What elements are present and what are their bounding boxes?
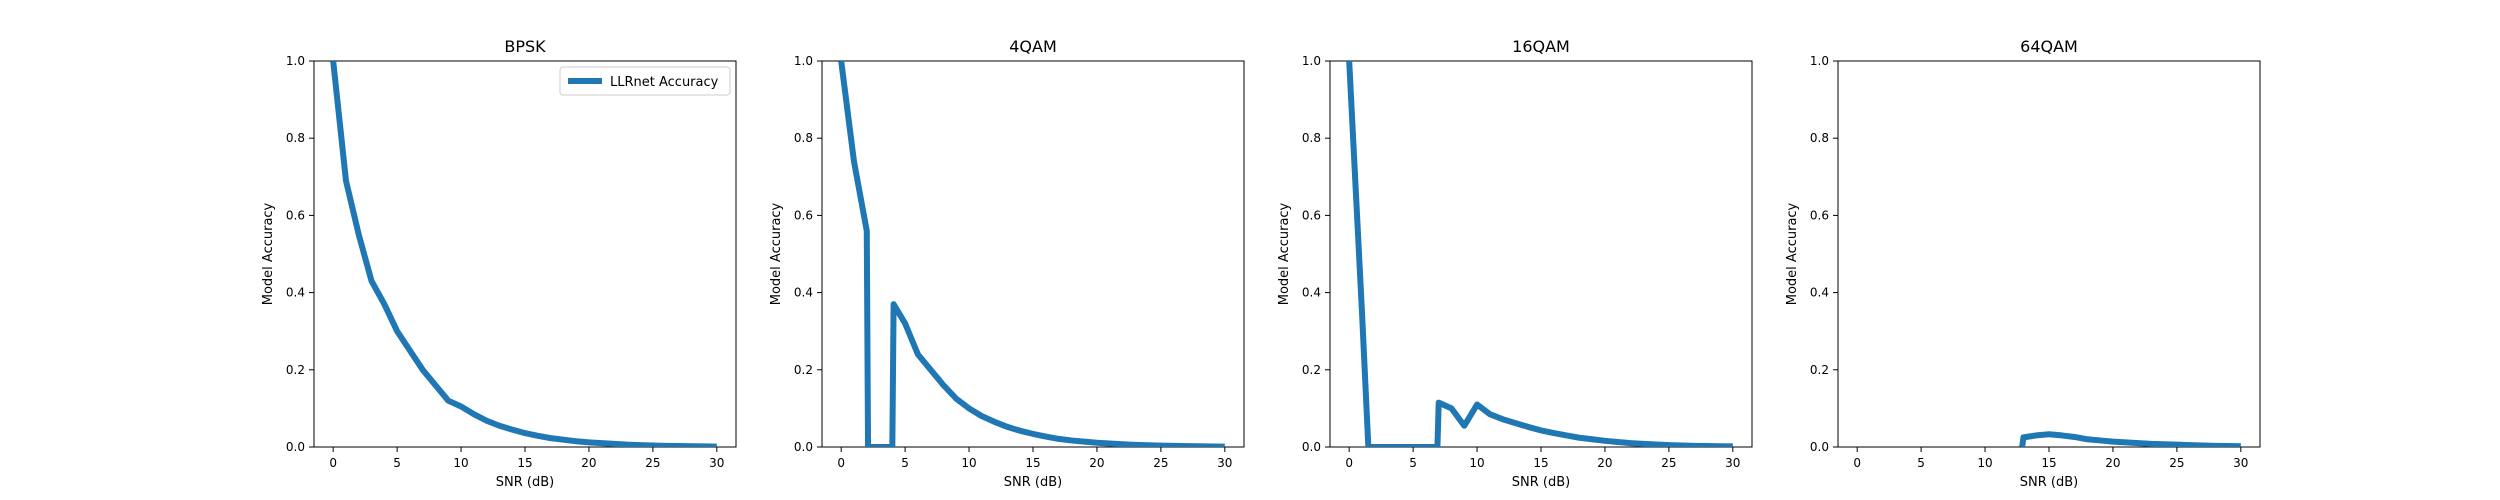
- x-tick-label: 15: [1533, 456, 1548, 470]
- y-tick-label: 1.0: [1302, 54, 1321, 68]
- x-tick-label: 5: [901, 456, 909, 470]
- y-tick-label: 0.6: [286, 208, 305, 222]
- y-tick-label: 0.6: [1302, 208, 1321, 222]
- y-axis-label: Model Accuracy: [1785, 202, 1800, 305]
- x-tick-label: 20: [1597, 456, 1612, 470]
- y-tick-label: 0.0: [1810, 440, 1829, 454]
- chart-panel: 0 5 10 15 20 25 30 0.0 0.2 0.4 0.6 0.8 1.0 16QAM SNR (…: [1277, 37, 1753, 490]
- chart-title: 16QAM: [1512, 37, 1570, 56]
- legend-box: [559, 66, 731, 96]
- x-tick-label: 30: [2233, 456, 2248, 470]
- y-tick-label: 0.8: [794, 131, 813, 145]
- series-line: [330, 61, 717, 447]
- x-tick-label: 15: [1025, 456, 1040, 470]
- y-tick-label: 0.4: [1810, 286, 1829, 300]
- x-axis-label: SNR (dB): [496, 475, 554, 490]
- y-tick-label: 0.8: [1810, 131, 1829, 145]
- x-tick-label: 10: [453, 456, 468, 470]
- y-tick-label: 0.2: [794, 363, 813, 377]
- chart-title: 64QAM: [2020, 37, 2078, 56]
- x-tick-label: 10: [1469, 456, 1484, 470]
- x-tick-label: 10: [961, 456, 976, 470]
- chart-panel: 0 5 10 15 20 25 30 0.0 0.2 0.4 0.6 0.8 1.0 BPSK SNR (d…: [261, 37, 737, 490]
- series-line: [2019, 431, 2241, 447]
- series-line: [1346, 61, 1733, 447]
- y-tick-label: 0.0: [794, 440, 813, 454]
- x-tick-label: 30: [1217, 456, 1232, 470]
- y-tick-label: 0.6: [1810, 208, 1829, 222]
- x-axis-label: SNR (dB): [1004, 475, 1062, 490]
- y-tick-label: 1.0: [286, 54, 305, 68]
- y-tick-label: 0.4: [1302, 286, 1321, 300]
- x-tick-label: 10: [1977, 456, 1992, 470]
- x-tick-label: 30: [709, 456, 724, 470]
- x-axis-label: SNR (dB): [1512, 475, 1570, 490]
- x-tick-label: 20: [1089, 456, 1104, 470]
- x-tick-label: 5: [1917, 456, 1925, 470]
- y-tick-label: 0.0: [286, 440, 305, 454]
- x-tick-label: 25: [1661, 456, 1676, 470]
- x-tick-label: 15: [517, 456, 532, 470]
- x-axis-label: SNR (dB): [2020, 475, 2078, 490]
- x-tick-label: 5: [1409, 456, 1417, 470]
- y-tick-label: 0.4: [794, 286, 813, 300]
- y-tick-label: 0.8: [286, 131, 305, 145]
- chart-panel: 0 5 10 15 20 25 30 0.0 0.2 0.4 0.6 0.8 1.0 4QAM SNR (d…: [769, 37, 1245, 490]
- legend: LLRnet Accuracy: [559, 66, 731, 96]
- chart-panel: 0 5 10 15 20 25 30 0.0 0.2 0.4 0.6 0.8 1.0 64QAM SNR (…: [1785, 37, 2261, 490]
- x-tick-label: 30: [1725, 456, 1740, 470]
- y-tick-label: 0.6: [794, 208, 813, 222]
- x-tick-label: 25: [2169, 456, 2184, 470]
- y-tick-label: 0.8: [1302, 131, 1321, 145]
- y-tick-label: 0.4: [286, 286, 305, 300]
- y-tick-label: 0.2: [1302, 363, 1321, 377]
- x-tick-label: 20: [581, 456, 596, 470]
- axes-frame: [1329, 60, 1753, 448]
- x-tick-label: 25: [645, 456, 660, 470]
- x-tick-label: 25: [1153, 456, 1168, 470]
- y-axis-label: Model Accuracy: [261, 202, 276, 305]
- chart-title: 4QAM: [1009, 37, 1057, 56]
- x-tick-label: 20: [2105, 456, 2120, 470]
- x-tick-label: 0: [837, 456, 845, 470]
- legend-label: LLRnet Accuracy: [610, 75, 719, 90]
- x-tick-label: 15: [2041, 456, 2056, 470]
- y-tick-label: 1.0: [1810, 54, 1829, 68]
- series-line: [838, 61, 1225, 447]
- y-tick-label: 0.0: [1302, 440, 1321, 454]
- chart-title: BPSK: [504, 37, 546, 56]
- axes-frame: [313, 60, 737, 448]
- x-tick-label: 0: [329, 456, 337, 470]
- x-tick-label: 0: [1853, 456, 1861, 470]
- y-tick-label: 0.2: [1810, 363, 1829, 377]
- x-tick-label: 5: [393, 456, 401, 470]
- y-axis-label: Model Accuracy: [1277, 202, 1292, 305]
- y-axis-label: Model Accuracy: [769, 202, 784, 305]
- y-tick-label: 1.0: [794, 54, 813, 68]
- axes-frame: [1837, 60, 2261, 448]
- axes-frame: [821, 60, 1245, 448]
- x-tick-label: 0: [1345, 456, 1353, 470]
- y-tick-label: 0.2: [286, 363, 305, 377]
